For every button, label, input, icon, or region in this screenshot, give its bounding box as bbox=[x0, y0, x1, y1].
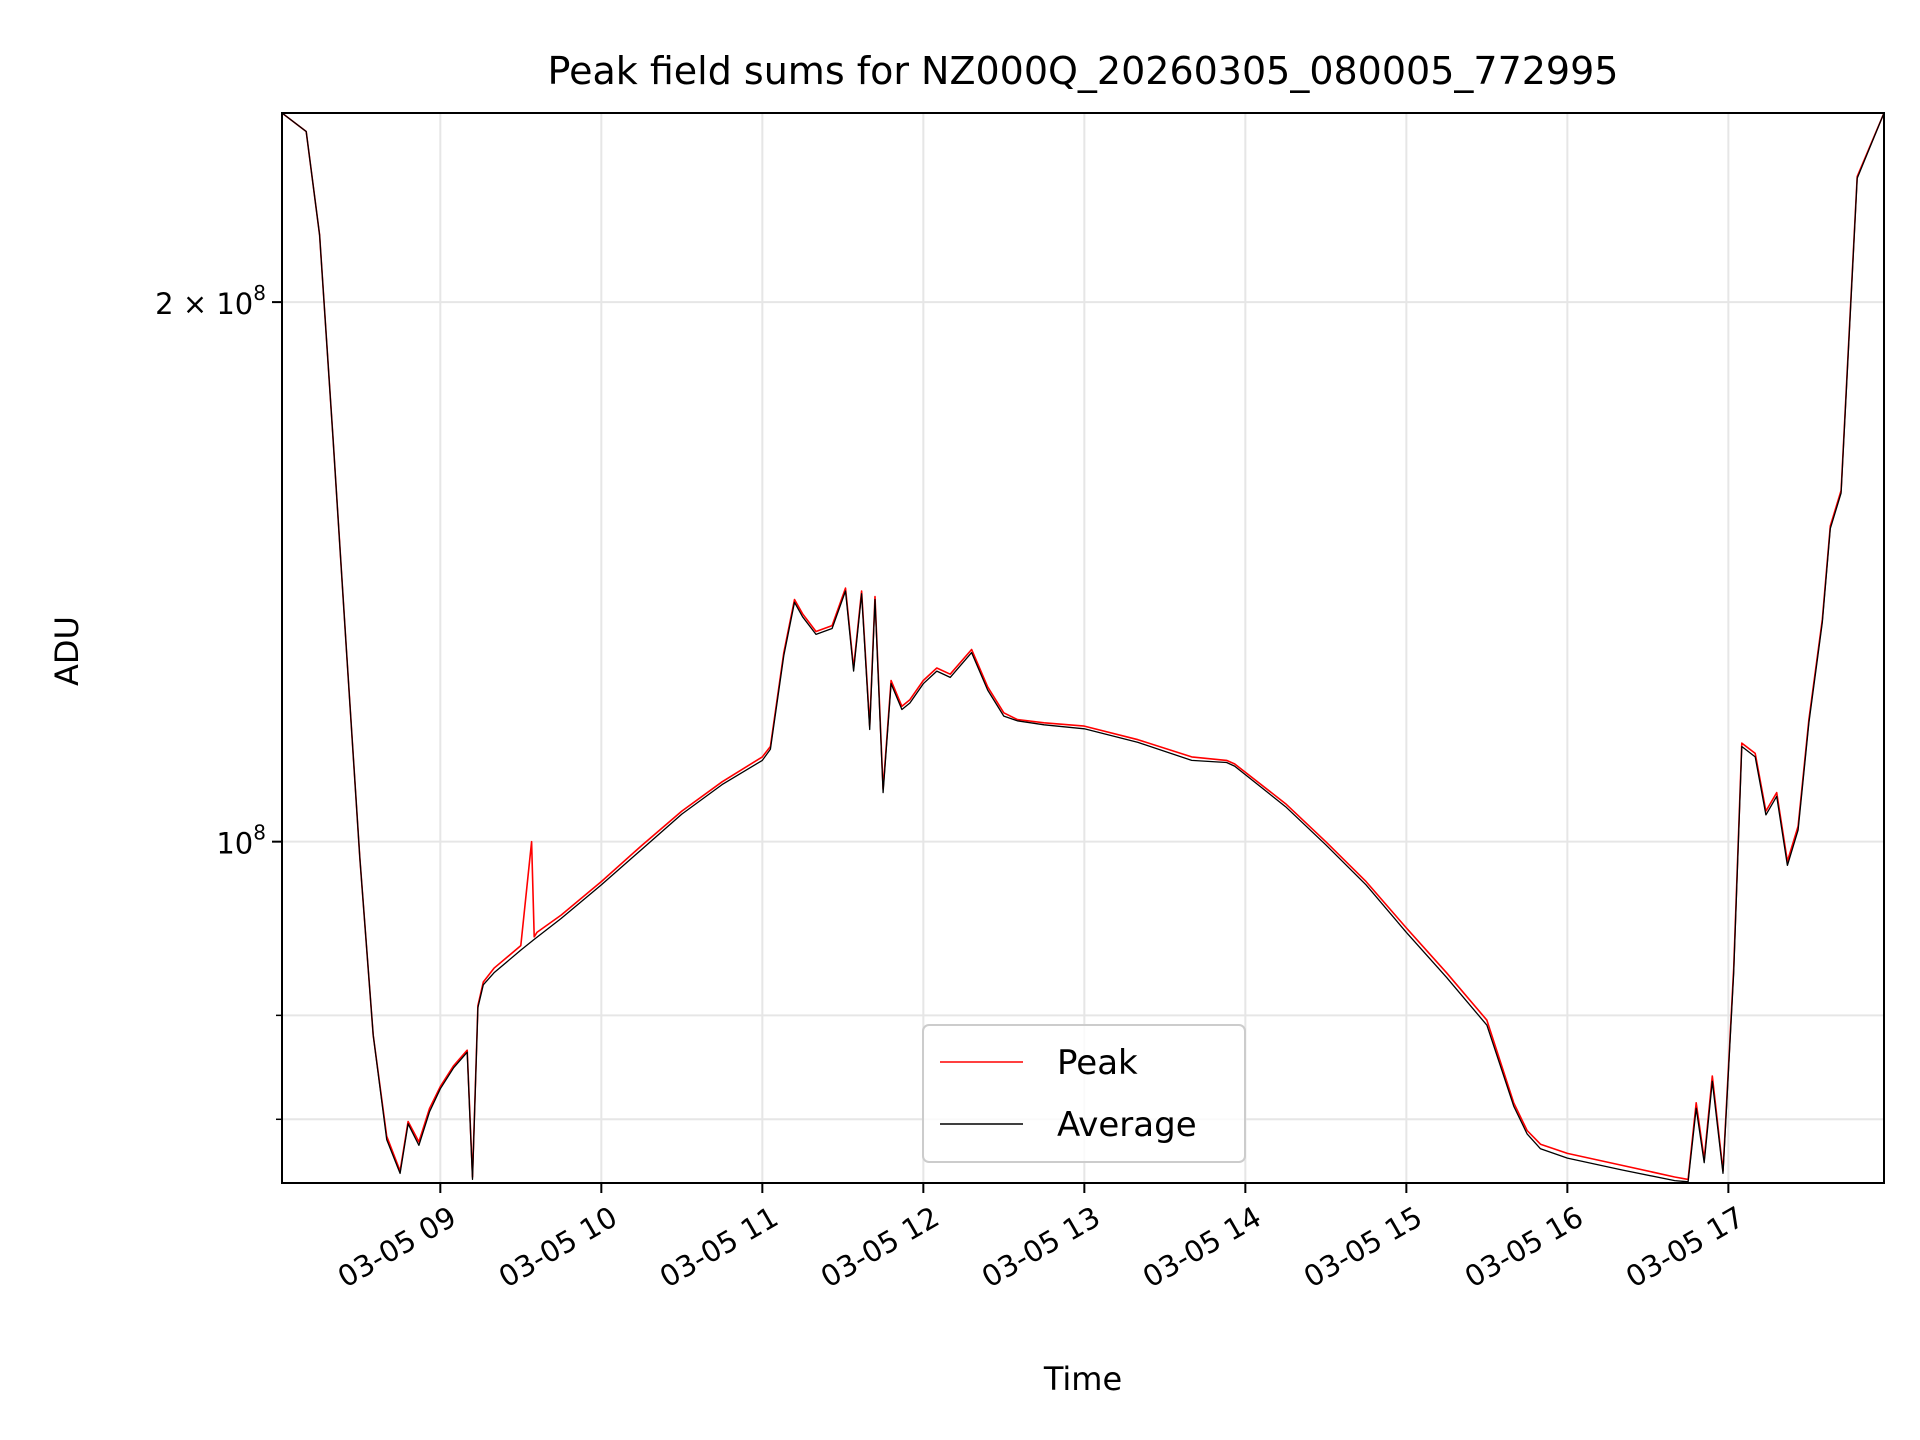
grid bbox=[282, 113, 1884, 1183]
x-axis-label: Time bbox=[1043, 1360, 1122, 1398]
y-tick-label: 108 bbox=[216, 821, 266, 861]
y-tick-coef: 2 × bbox=[155, 287, 216, 321]
y-axis-label: ADU bbox=[48, 616, 86, 686]
legend-label-average: Average bbox=[1057, 1105, 1197, 1145]
y-tick-base: 10 bbox=[216, 287, 253, 321]
plot-frame bbox=[281, 112, 1885, 1184]
legend-box bbox=[922, 1024, 1246, 1163]
legend: Peak Average bbox=[922, 1024, 1246, 1163]
legend-label-peak: Peak bbox=[1057, 1043, 1138, 1083]
chart-title: Peak field sums for NZ000Q_20260305_0800… bbox=[548, 49, 1619, 93]
series-line-average bbox=[281, 112, 1885, 1183]
y-tick-base: 10 bbox=[216, 827, 253, 861]
y-tick-exponent: 8 bbox=[253, 281, 266, 305]
y-tick-label: 2 × 108 bbox=[155, 281, 266, 321]
y-tick-exponent: 8 bbox=[253, 821, 266, 845]
series-lines bbox=[281, 112, 1885, 1183]
